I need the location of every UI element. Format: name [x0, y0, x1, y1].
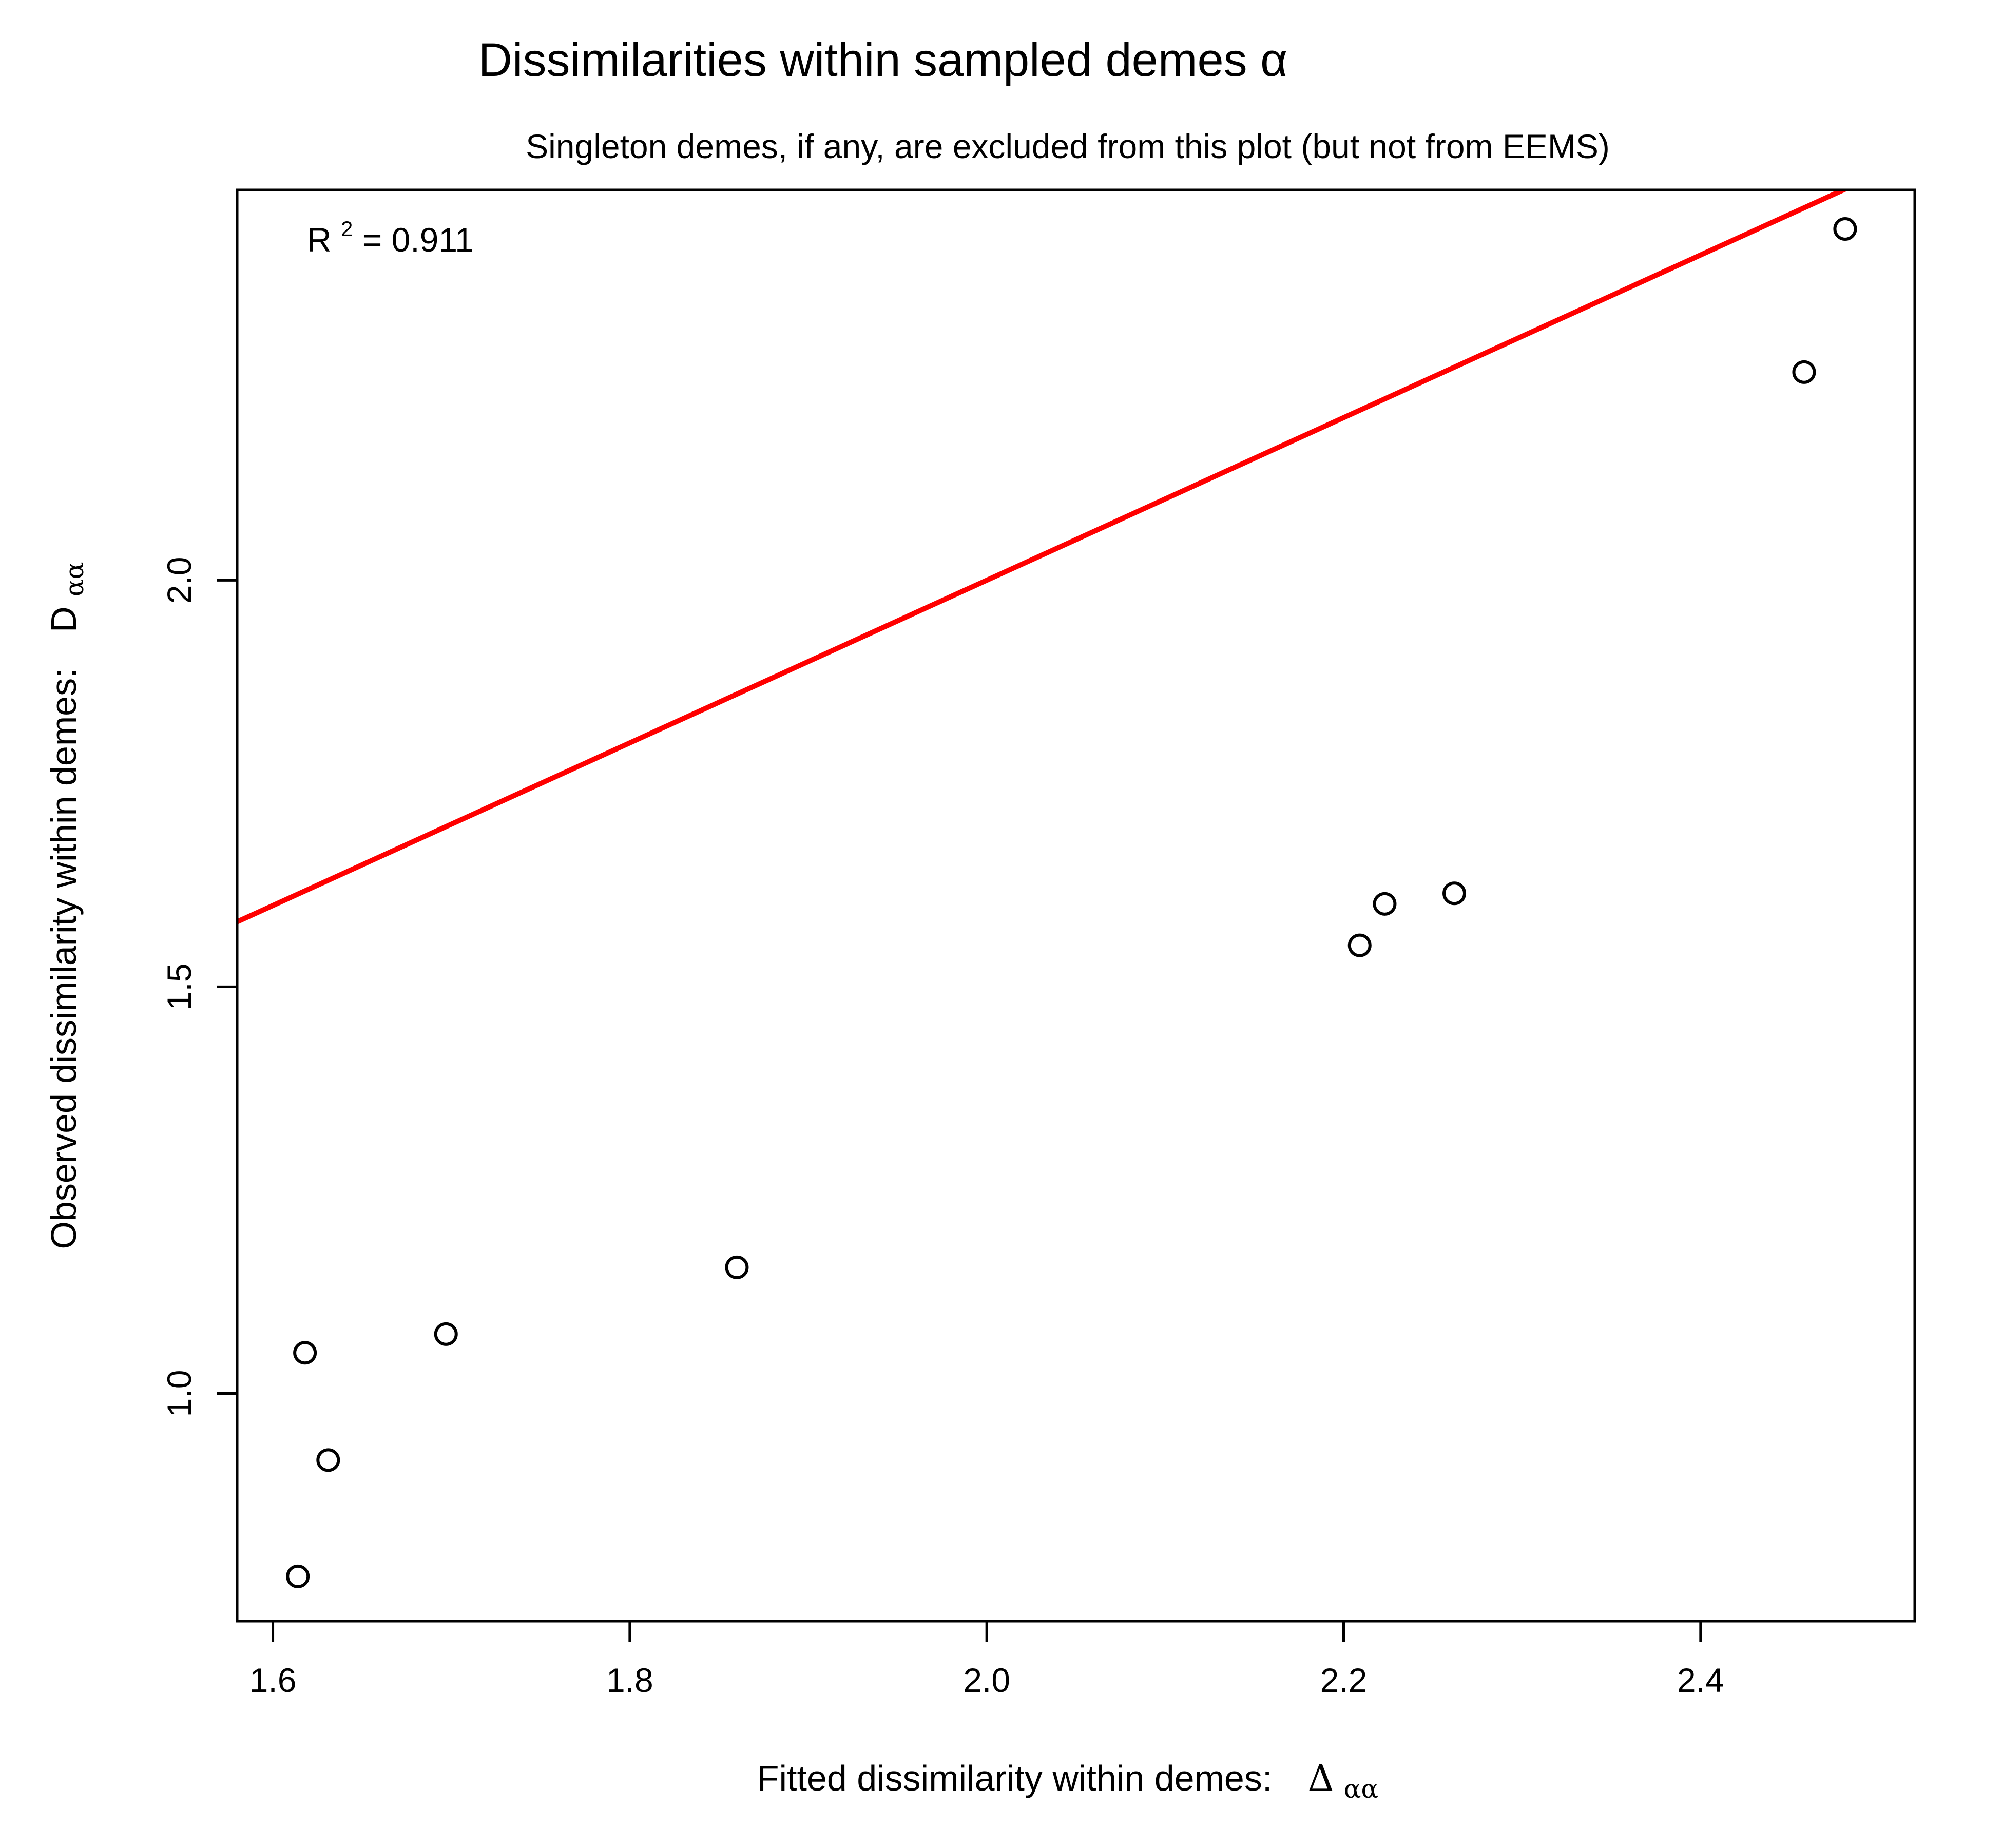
x-tick-label: 2.0	[963, 1661, 1010, 1699]
r-squared-superscript: 2	[341, 217, 353, 241]
y-tick-label: 1.0	[160, 1370, 198, 1417]
x-axis-label-text: Fitted dissimilarity within demes:	[757, 1758, 1273, 1798]
y-tick-label: 2.0	[160, 556, 198, 604]
y-axis-label-symbol: D	[44, 606, 84, 632]
y-axis-label-subscript: αα	[60, 562, 89, 596]
data-points	[286, 217, 1857, 1588]
data-point-3	[316, 1448, 340, 1472]
y-tick-label: 1.5	[160, 964, 198, 1011]
reference-line-y-equals-x	[237, 190, 1850, 925]
data-point-9	[1792, 360, 1816, 384]
x-tick-label: 1.6	[249, 1661, 297, 1699]
data-point-8	[1442, 881, 1467, 906]
plot-frame	[236, 188, 1916, 1623]
x-tick-label: 1.8	[606, 1661, 653, 1699]
y-axis-label: Observed dissimilarity within demes: D α…	[44, 562, 89, 1249]
data-point-4	[434, 1322, 458, 1346]
data-point-5	[725, 1255, 749, 1279]
data-point-10	[1833, 217, 1857, 241]
x-tick-label: 2.2	[1320, 1661, 1368, 1699]
x-tick-label: 2.4	[1677, 1661, 1724, 1699]
r-squared-annotation: R 2 = 0.911	[307, 205, 474, 259]
r-squared-value: = 0.911	[362, 221, 474, 259]
chart-subtitle: Singleton demes, if any, are excluded fr…	[526, 127, 1610, 165]
y-axis-label-text: Observed dissimilarity within demes:	[44, 668, 84, 1249]
data-point-6	[1348, 933, 1372, 957]
x-axis-ticks: 1.6 1.8 2.0 2.2 2.4	[249, 1621, 1724, 1699]
r-squared-label: R	[307, 221, 332, 259]
data-point-1	[286, 1564, 310, 1588]
y-axis-ticks: 1.0 1.5 2.0	[160, 556, 237, 1417]
x-axis-label-symbol: Δ	[1308, 1757, 1334, 1799]
data-point-2	[293, 1341, 317, 1365]
data-point-7	[1373, 892, 1397, 916]
chart-title: Dissimilarities within sampled demes α	[478, 34, 1288, 86]
x-axis-label: Fitted dissimilarity within demes: Δ αα	[757, 1757, 1379, 1804]
x-axis-label-subscript: αα	[1344, 1774, 1379, 1804]
